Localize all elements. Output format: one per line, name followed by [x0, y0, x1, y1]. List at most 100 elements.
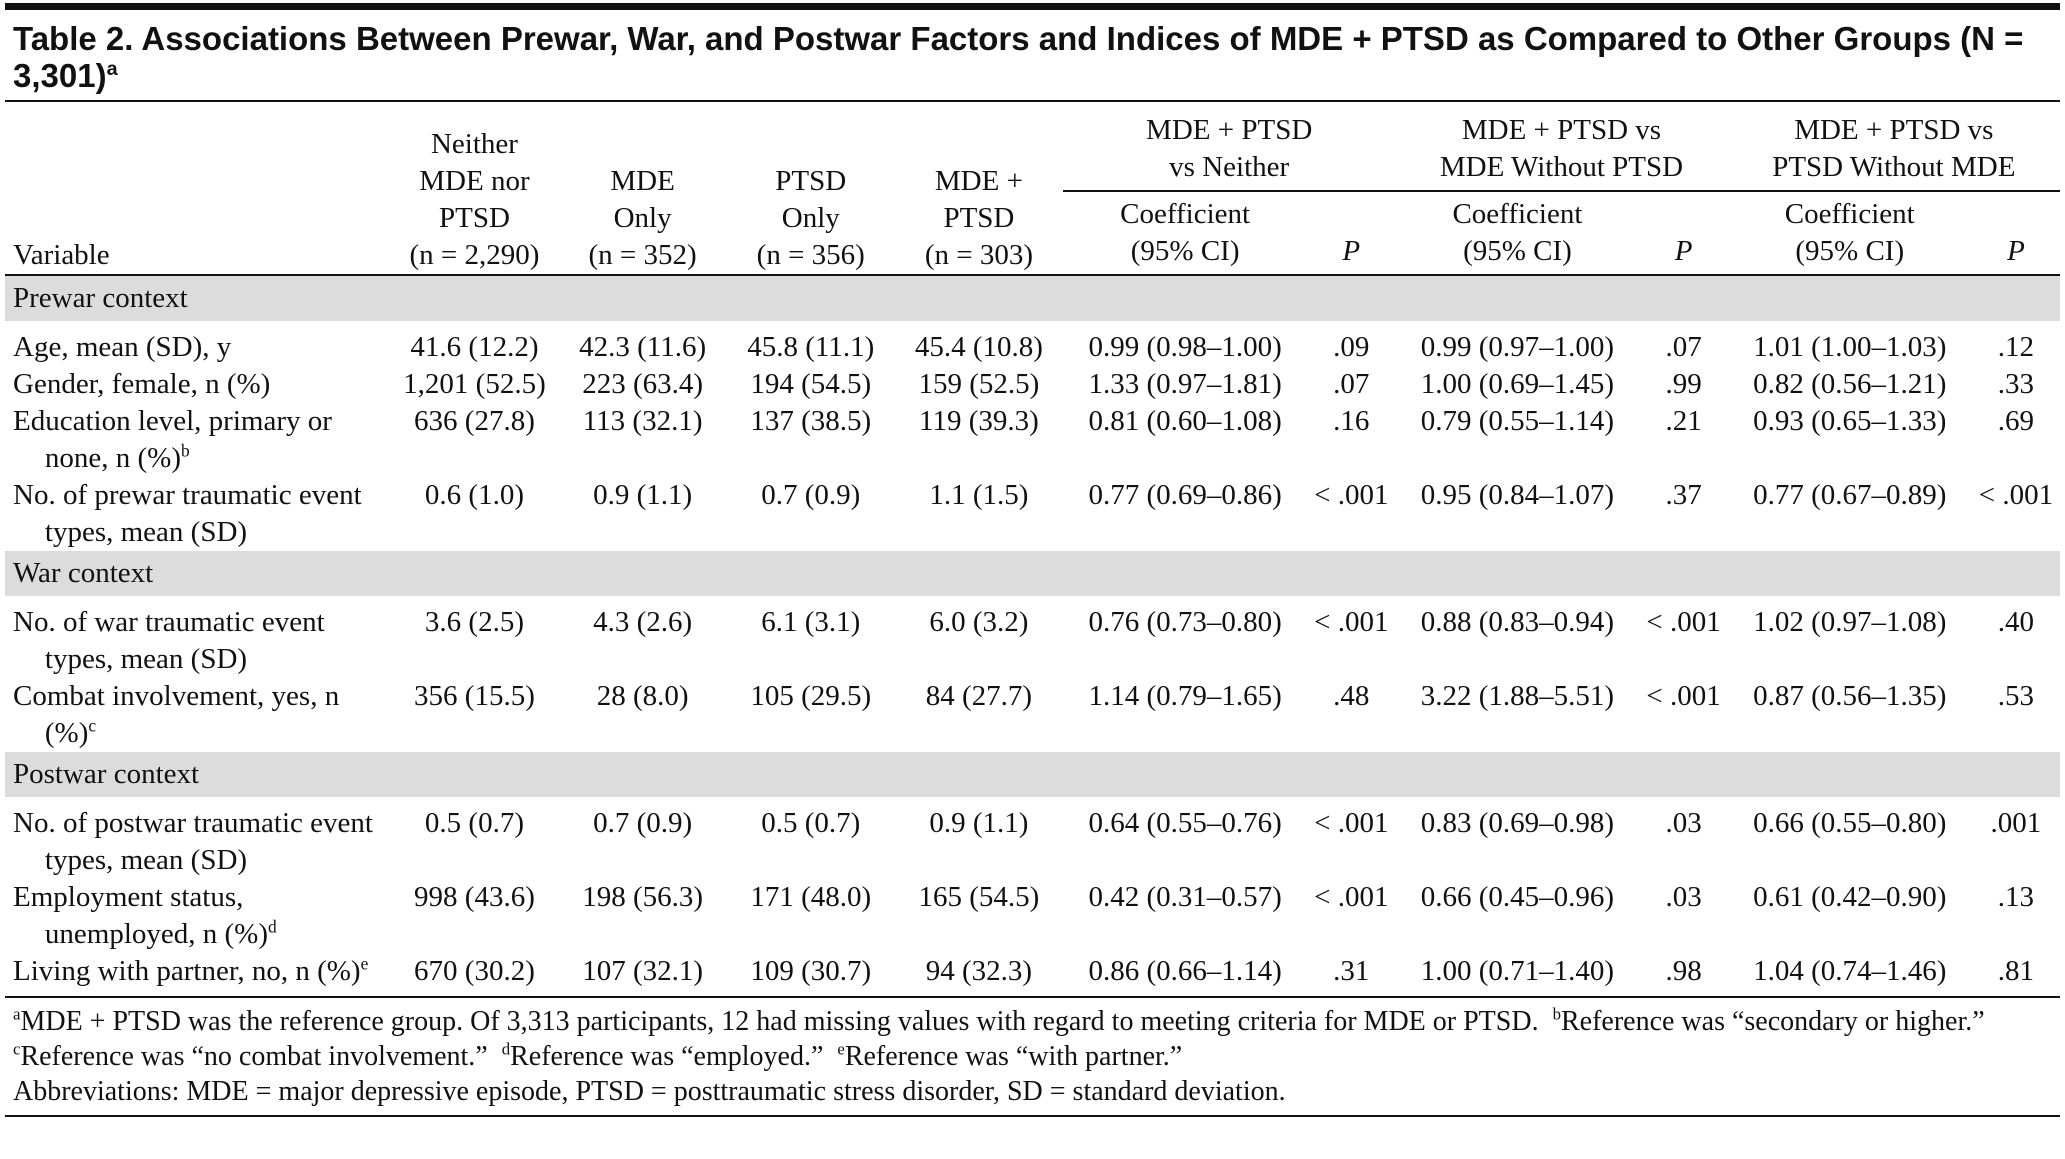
group-value: 84 (27.7) [925, 680, 1033, 712]
group-value: 1.1 (1.5) [929, 479, 1029, 511]
group-value: 94 (32.3) [925, 955, 1033, 987]
coefficient: 0.77 (0.69–0.86) [1088, 479, 1282, 511]
header-line: MDE Without PTSD [1439, 151, 1684, 183]
group-value: 0.9 (1.1) [929, 807, 1029, 839]
header-line: MDE nor [419, 165, 530, 197]
footnote-mark: d [501, 1039, 511, 1059]
table-end-rule [5, 996, 2060, 998]
group-value: 998 (43.6) [414, 881, 535, 913]
group-value: 159 (52.5) [918, 368, 1040, 400]
group-value: 4.3 (2.6) [593, 606, 693, 638]
variable-cell: Gender, female, n (%) [5, 366, 390, 403]
group-value: 0.6 (1.0) [424, 479, 524, 511]
footnote-text: Reference was “employed.” [510, 1041, 824, 1072]
variable-cell: Employment status, unemployed, n (%)d [5, 879, 390, 953]
p-header: P [1342, 235, 1361, 267]
group-value: 45.4 (10.8) [914, 331, 1043, 363]
p-value: .07 [1333, 368, 1370, 400]
data-row: Gender, female, n (%) 1,201 (52.5) 223 (63… [5, 366, 2060, 403]
page: Table 2. Associations Between Prewar, Wa… [0, 3, 2065, 1159]
coefficient: 0.82 (0.56–1.21) [1753, 368, 1947, 400]
header-line: Coefficient [1452, 198, 1583, 230]
footnote-text: MDE + PTSD was the reference group. Of 3… [20, 1006, 1539, 1037]
footnote-mark: a [13, 1004, 21, 1024]
header-line: Only [613, 202, 672, 234]
p-value: < .001 [1646, 606, 1721, 638]
variable-cell: No. of postwar traumatic event types, me… [5, 797, 390, 879]
coefficient: 1.00 (0.69–1.45) [1420, 368, 1615, 400]
p-value: .21 [1665, 405, 1702, 437]
group-header: Neither MDE nor PTSD (n = 2,290) [390, 102, 558, 275]
group-value: 223 (63.4) [582, 368, 704, 400]
coefficient: 0.88 (0.83–0.94) [1420, 606, 1615, 638]
header-row: Coefficient (95% CI) P Coefficient (95% CI) P… [5, 191, 2060, 275]
group-value: 113 (32.1) [582, 405, 703, 437]
coefficient: 0.42 (0.31–0.57) [1088, 881, 1282, 913]
table: Variable Neither MDE nor PTSD (n = 2,290) MDE… [5, 102, 2060, 996]
footnote-mark: c [88, 715, 97, 736]
abbreviations: Abbreviations: MDE = major depressive ep… [13, 1076, 1286, 1107]
section-row: War context [5, 551, 2060, 596]
p-value: < .001 [1314, 881, 1389, 913]
variable-text: No. of war traumatic event types, mean (… [13, 606, 325, 675]
p-value: .81 [1997, 955, 2035, 987]
p-value: .33 [1997, 368, 2035, 400]
comparison-header: MDE + PTSD vs Neither [1063, 102, 1396, 192]
header-line: MDE [610, 165, 675, 197]
variable-text: Employment status, unemployed, n (%) [13, 881, 268, 950]
variable-text: No. of prewar traumatic event types, mea… [13, 479, 362, 548]
section-label: Prewar context [5, 275, 2060, 321]
variable-cell: Education level, primary or none, n (%)b [5, 403, 390, 477]
comparison-header: MDE + PTSD vs MDE Without PTSD [1395, 102, 1728, 192]
section-row: Postwar context [5, 752, 2060, 797]
p-value: .16 [1333, 405, 1370, 437]
coefficient: 3.22 (1.88–5.51) [1420, 680, 1615, 712]
group-value: 636 (27.8) [414, 405, 535, 437]
coefficient: 1.00 (0.71–1.40) [1420, 955, 1615, 987]
comparison-header: MDE + PTSD vs PTSD Without MDE [1727, 102, 2060, 192]
group-value: 105 (29.5) [750, 680, 872, 712]
group-value: 41.6 (12.2) [410, 331, 539, 363]
group-value: 6.0 (3.2) [929, 606, 1029, 638]
coefficient-header: Coefficient (95% CI) [1395, 191, 1639, 275]
coefficient: 0.95 (0.84–1.07) [1420, 479, 1615, 511]
p-value: .69 [1997, 405, 2035, 437]
group-value: 0.5 (0.7) [761, 807, 861, 839]
section-label: Postwar context [5, 752, 2060, 797]
p-value: < .001 [1646, 680, 1721, 712]
coefficient: 0.61 (0.42–0.90) [1753, 881, 1947, 913]
variable-cell: Living with partner, no, n (%)e [5, 953, 390, 996]
header-line: Variable [13, 239, 110, 271]
header-line: MDE + PTSD vs [1794, 114, 1994, 146]
variable-cell: Age, mean (SD), y [5, 321, 390, 366]
data-row: No. of war traumatic event types, mean (… [5, 596, 2060, 678]
header-line: (n = 352) [588, 239, 697, 271]
data-row: Combat involvement, yes, n (%)c 356 (15.5… [5, 678, 2060, 752]
footnote-text: Reference was “with partner.” [844, 1041, 1183, 1072]
footnote-mark: b [180, 440, 190, 461]
variable-text: Education level, primary or none, n (%) [13, 405, 332, 474]
title-text: Table 2. Associations Between Prewar, Wa… [13, 20, 2024, 94]
p-header: P [2007, 235, 2025, 267]
p-value: .09 [1333, 331, 1370, 363]
coefficient: 0.79 (0.55–1.14) [1420, 405, 1615, 437]
header-line: MDE + PTSD vs [1461, 114, 1662, 146]
title-footnote-mark: a [106, 58, 118, 80]
footnote-mark: e [837, 1039, 845, 1059]
variable-text: Age, mean (SD), y [13, 331, 232, 363]
coefficient: 1.14 (0.79–1.65) [1088, 680, 1282, 712]
group-value: 165 (54.5) [918, 881, 1040, 913]
variable-cell: No. of prewar traumatic event types, mea… [5, 477, 390, 551]
p-value: .40 [1997, 606, 2035, 638]
header-line: (n = 356) [756, 239, 865, 271]
header-line: PTSD Without MDE [1772, 151, 2016, 183]
data-row: No. of postwar traumatic event types, me… [5, 797, 2060, 879]
table-title: Table 2. Associations Between Prewar, Wa… [5, 10, 2060, 102]
footnote-mark: c [13, 1039, 21, 1059]
coefficient: 0.81 (0.60–1.08) [1088, 405, 1282, 437]
p-value: .31 [1333, 955, 1370, 987]
p-header: P [1674, 235, 1693, 267]
section-row: Prewar context [5, 275, 2060, 321]
coefficient: 0.77 (0.67–0.89) [1753, 479, 1947, 511]
group-value: 109 (30.7) [750, 955, 872, 987]
